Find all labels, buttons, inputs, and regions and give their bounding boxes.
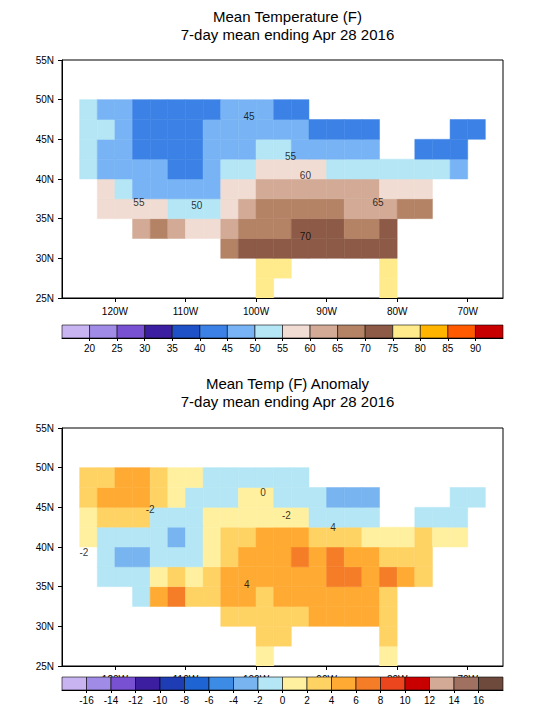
svg-text:55: 55 [285,151,297,162]
svg-text:55: 55 [277,343,289,354]
svg-text:20: 20 [84,343,96,354]
svg-text:0: 0 [260,487,266,498]
svg-text:85: 85 [442,343,454,354]
svg-text:45N: 45N [36,502,54,513]
svg-text:12: 12 [424,695,436,706]
svg-text:30: 30 [139,343,151,354]
svg-text:6: 6 [353,695,359,706]
svg-text:50: 50 [191,200,203,211]
svg-text:75: 75 [387,343,399,354]
svg-text:80: 80 [415,343,427,354]
svg-text:0: 0 [280,695,286,706]
svg-text:65: 65 [373,197,385,208]
svg-text:4: 4 [330,522,336,533]
svg-text:50: 50 [249,343,261,354]
svg-text:120W: 120W [102,306,129,317]
svg-text:70: 70 [360,343,372,354]
svg-text:55N: 55N [36,423,54,434]
svg-text:30N: 30N [36,253,54,264]
svg-text:45: 45 [222,343,234,354]
svg-text:100W: 100W [243,306,270,317]
svg-text:50N: 50N [36,94,54,105]
svg-text:60: 60 [305,343,317,354]
svg-text:30N: 30N [36,621,54,632]
svg-text:55N: 55N [36,55,54,66]
svg-text:-12: -12 [128,695,143,706]
svg-text:40N: 40N [36,174,54,185]
svg-text:-2: -2 [79,547,88,558]
svg-text:-2: -2 [254,695,263,706]
svg-text:110W: 110W [173,306,199,317]
svg-text:-16: -16 [79,695,94,706]
svg-text:35N: 35N [36,213,54,224]
svg-text:Mean Temp (F) Anomaly: Mean Temp (F) Anomaly [206,375,370,392]
svg-text:-10: -10 [153,695,168,706]
svg-text:45: 45 [243,111,255,122]
svg-text:35: 35 [167,343,179,354]
svg-text:25N: 25N [36,293,54,304]
svg-text:70W: 70W [457,306,478,317]
svg-text:16: 16 [473,695,485,706]
svg-text:14: 14 [448,695,460,706]
svg-text:55: 55 [133,197,145,208]
svg-text:50N: 50N [36,462,54,473]
svg-text:25: 25 [112,343,124,354]
svg-text:-2: -2 [282,510,291,521]
svg-text:65: 65 [332,343,344,354]
svg-text:7-day mean ending Apr 28 2016: 7-day mean ending Apr 28 2016 [181,393,395,410]
svg-text:8: 8 [378,695,384,706]
svg-text:90: 90 [470,343,482,354]
svg-text:80W: 80W [387,306,408,317]
svg-text:2: 2 [304,695,310,706]
svg-text:70: 70 [300,231,312,242]
svg-text:4: 4 [244,579,250,590]
svg-text:-2: -2 [146,504,155,515]
svg-text:25N: 25N [36,661,54,672]
svg-text:4: 4 [329,695,335,706]
svg-text:-8: -8 [180,695,189,706]
svg-text:40: 40 [194,343,206,354]
svg-text:35N: 35N [36,581,54,592]
svg-text:10: 10 [399,695,411,706]
svg-text:Mean Temperature (F): Mean Temperature (F) [213,8,362,25]
svg-text:90W: 90W [316,306,337,317]
svg-text:60: 60 [300,170,312,181]
svg-text:7-day mean ending Apr 28 2016: 7-day mean ending Apr 28 2016 [181,26,395,43]
svg-text:-4: -4 [229,695,238,706]
svg-text:-6: -6 [205,695,214,706]
svg-text:-14: -14 [104,695,119,706]
svg-text:45N: 45N [36,134,54,145]
svg-text:40N: 40N [36,542,54,553]
